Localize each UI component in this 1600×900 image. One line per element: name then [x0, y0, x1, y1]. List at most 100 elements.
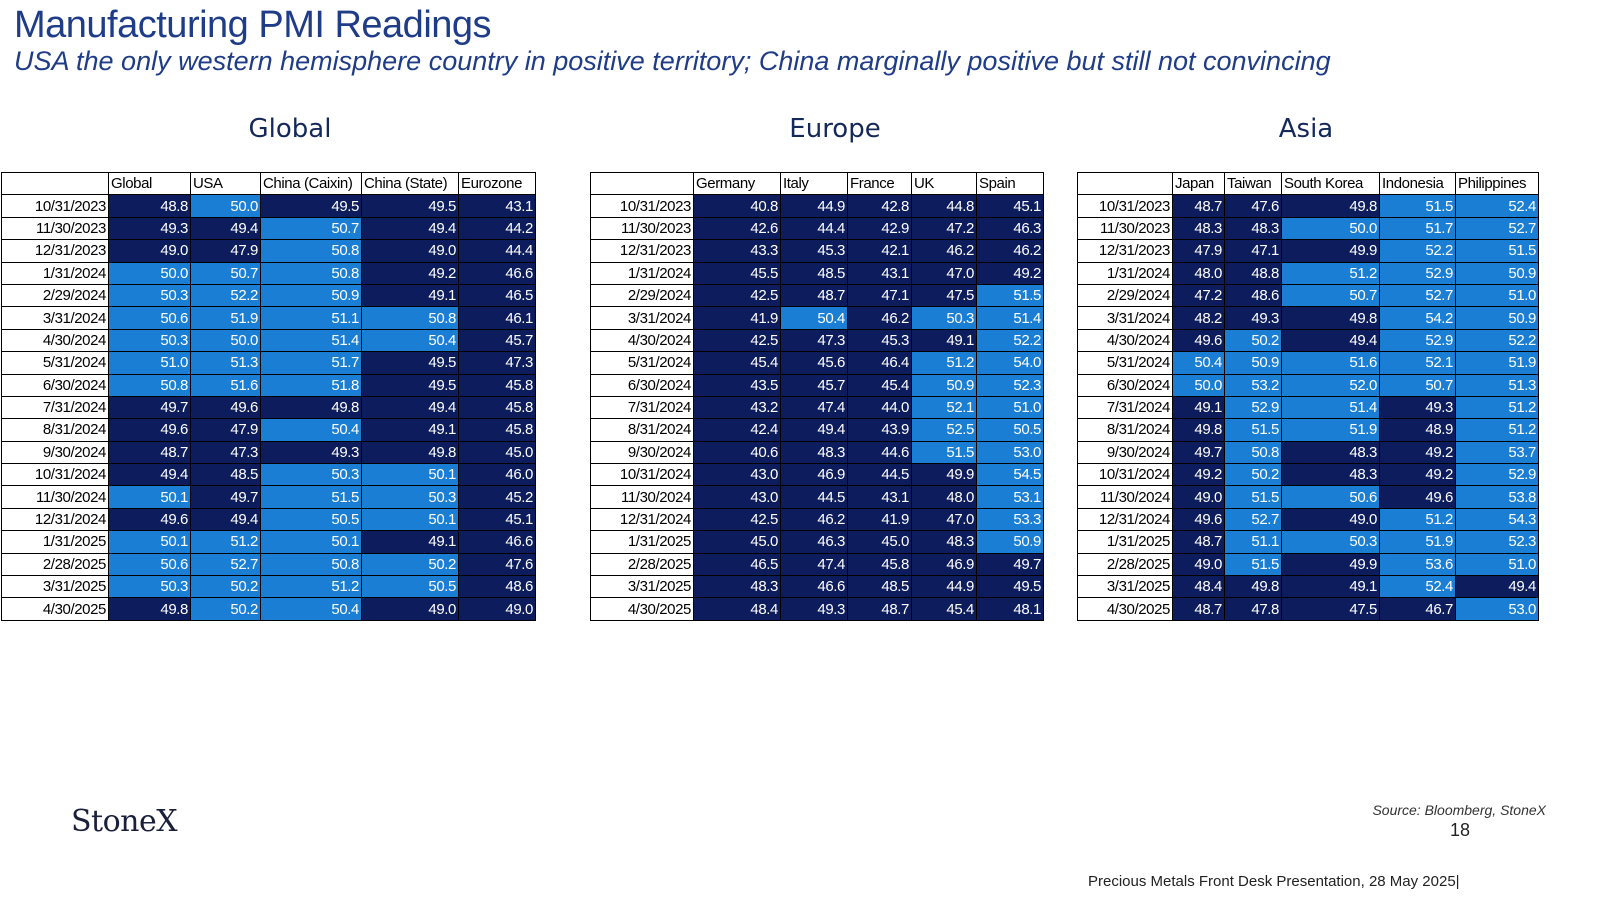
- asia-pmi-table: Japan Taiwan South Korea Indonesia Philippin…: [1077, 171, 1539, 621]
- pmi-value-cell: 52.9: [1455, 463, 1539, 487]
- table-row: 1/31/2025 45.0 46.3 45.0 48.3 50.9: [590, 530, 1044, 554]
- pmi-value-cell: 45.6: [780, 351, 848, 375]
- pmi-value-cell: 50.0: [190, 328, 261, 353]
- pmi-value-cell: 49.1: [1172, 395, 1225, 420]
- pmi-value-cell: 51.5: [1224, 552, 1282, 577]
- pmi-value-cell: 51.2: [260, 575, 362, 599]
- pmi-value-cell: 45.1: [976, 194, 1044, 218]
- table-row: 12/31/2024 49.6 52.7 49.0 51.2 54.3: [1077, 507, 1539, 532]
- pmi-value-cell: 51.4: [976, 306, 1044, 330]
- pmi-value-cell: 49.0: [1172, 485, 1225, 509]
- date-cell: 3/31/2024: [1, 306, 109, 330]
- date-cell: 8/31/2024: [1, 418, 109, 442]
- page-subtitle: USA the only western hemisphere country …: [14, 46, 1331, 76]
- pmi-value-cell: 47.5: [911, 283, 977, 308]
- column-header: Italy: [780, 171, 848, 196]
- pmi-value-cell: 50.8: [260, 552, 362, 577]
- pmi-value-cell: 49.3: [260, 440, 362, 465]
- header-row: Germany Italy France UK Spain: [590, 171, 1044, 196]
- pmi-value-cell: 54.2: [1379, 306, 1456, 330]
- pmi-value-cell: 47.9: [190, 239, 261, 263]
- pmi-value-cell: 51.9: [1379, 530, 1456, 554]
- date-cell: 8/31/2024: [590, 418, 694, 442]
- date-cell: 5/31/2024: [1077, 351, 1173, 375]
- pmi-value-cell: 50.4: [780, 306, 848, 330]
- pmi-value-cell: 51.2: [1379, 507, 1456, 532]
- pmi-value-cell: 47.9: [190, 418, 261, 442]
- pmi-value-cell: 49.8: [1281, 306, 1380, 330]
- pmi-value-cell: 49.4: [1455, 575, 1539, 599]
- pmi-value-cell: 49.6: [1172, 507, 1225, 532]
- pmi-value-cell: 45.2: [458, 485, 536, 509]
- pmi-value-cell: 50.3: [361, 485, 459, 509]
- pmi-value-cell: 50.2: [361, 552, 459, 577]
- column-header: China (Caixin): [260, 171, 362, 196]
- pmi-value-cell: 44.8: [911, 194, 977, 218]
- pmi-value-cell: 49.7: [976, 552, 1044, 577]
- pmi-value-cell: 45.4: [847, 373, 912, 397]
- pmi-value-cell: 48.2: [1172, 306, 1225, 330]
- pmi-value-cell: 49.4: [190, 216, 261, 241]
- pmi-value-cell: 45.5: [693, 261, 781, 285]
- table-row: 2/28/2025 46.5 47.4 45.8 46.9 49.7: [590, 552, 1044, 577]
- pmi-value-cell: 49.9: [1281, 552, 1380, 577]
- pmi-value-cell: 49.0: [361, 597, 459, 621]
- pmi-value-cell: 47.4: [780, 395, 848, 420]
- pmi-value-cell: 50.1: [260, 530, 362, 554]
- date-cell: 12/31/2023: [1077, 239, 1173, 263]
- pmi-value-cell: 48.0: [911, 485, 977, 509]
- pmi-value-cell: 51.0: [1455, 552, 1539, 577]
- pmi-value-cell: 50.8: [260, 261, 362, 285]
- pmi-value-cell: 49.8: [1281, 194, 1380, 218]
- pmi-value-cell: 45.1: [458, 507, 536, 532]
- pmi-value-cell: 44.9: [780, 194, 848, 218]
- pmi-value-cell: 51.7: [1379, 216, 1456, 241]
- pmi-value-cell: 49.5: [260, 194, 362, 218]
- date-cell: 12/31/2024: [1077, 507, 1173, 532]
- date-cell: 6/30/2024: [1077, 373, 1173, 397]
- pmi-value-cell: 40.8: [693, 194, 781, 218]
- date-cell: 4/30/2024: [1077, 328, 1173, 353]
- table-row: 2/28/2025 50.6 52.7 50.8 50.2 47.6: [1, 552, 536, 577]
- pmi-value-cell: 50.2: [1224, 328, 1282, 353]
- date-cell: 9/30/2024: [1, 440, 109, 465]
- pmi-value-cell: 46.9: [911, 552, 977, 577]
- column-header: Global: [108, 171, 191, 196]
- column-header: Eurozone: [458, 171, 536, 196]
- pmi-value-cell: 50.3: [1281, 530, 1380, 554]
- table-row: 9/30/2024 49.7 50.8 48.3 49.2 53.7: [1077, 440, 1539, 465]
- pmi-value-cell: 44.5: [847, 463, 912, 487]
- pmi-value-cell: 50.5: [361, 575, 459, 599]
- pmi-value-cell: 46.0: [458, 463, 536, 487]
- pmi-value-cell: 50.2: [190, 597, 261, 621]
- date-cell: 11/30/2023: [1, 216, 109, 241]
- table-row: 8/31/2024 42.4 49.4 43.9 52.5 50.5: [590, 418, 1044, 442]
- pmi-value-cell: 48.1: [976, 597, 1044, 621]
- corner-cell: [1077, 171, 1173, 196]
- pmi-value-cell: 49.3: [108, 216, 191, 241]
- pmi-value-cell: 50.4: [260, 418, 362, 442]
- pmi-value-cell: 48.3: [1281, 440, 1380, 465]
- table-row: 3/31/2025 48.3 46.6 48.5 44.9 49.5: [590, 575, 1044, 599]
- table-row: 2/29/2024 42.5 48.7 47.1 47.5 51.5: [590, 283, 1044, 308]
- pmi-value-cell: 44.6: [847, 440, 912, 465]
- pmi-value-cell: 50.4: [361, 328, 459, 353]
- pmi-value-cell: 53.2: [1224, 373, 1282, 397]
- date-cell: 12/31/2023: [590, 239, 694, 263]
- pmi-value-cell: 43.3: [693, 239, 781, 263]
- pmi-value-cell: 50.0: [1281, 216, 1380, 241]
- pmi-value-cell: 48.8: [108, 194, 191, 218]
- pmi-value-cell: 46.2: [911, 239, 977, 263]
- pmi-value-cell: 51.6: [1281, 351, 1380, 375]
- pmi-value-cell: 50.8: [1224, 440, 1282, 465]
- pmi-value-cell: 49.4: [190, 507, 261, 532]
- pmi-value-cell: 48.3: [1281, 463, 1380, 487]
- pmi-value-cell: 52.4: [1455, 194, 1539, 218]
- date-cell: 1/31/2025: [1077, 530, 1173, 554]
- date-cell: 1/31/2025: [590, 530, 694, 554]
- pmi-value-cell: 40.6: [693, 440, 781, 465]
- table-row: 2/29/2024 50.3 52.2 50.9 49.1 46.5: [1, 283, 536, 308]
- pmi-value-cell: 48.5: [847, 575, 912, 599]
- date-cell: 3/31/2025: [1077, 575, 1173, 599]
- pmi-value-cell: 43.1: [847, 261, 912, 285]
